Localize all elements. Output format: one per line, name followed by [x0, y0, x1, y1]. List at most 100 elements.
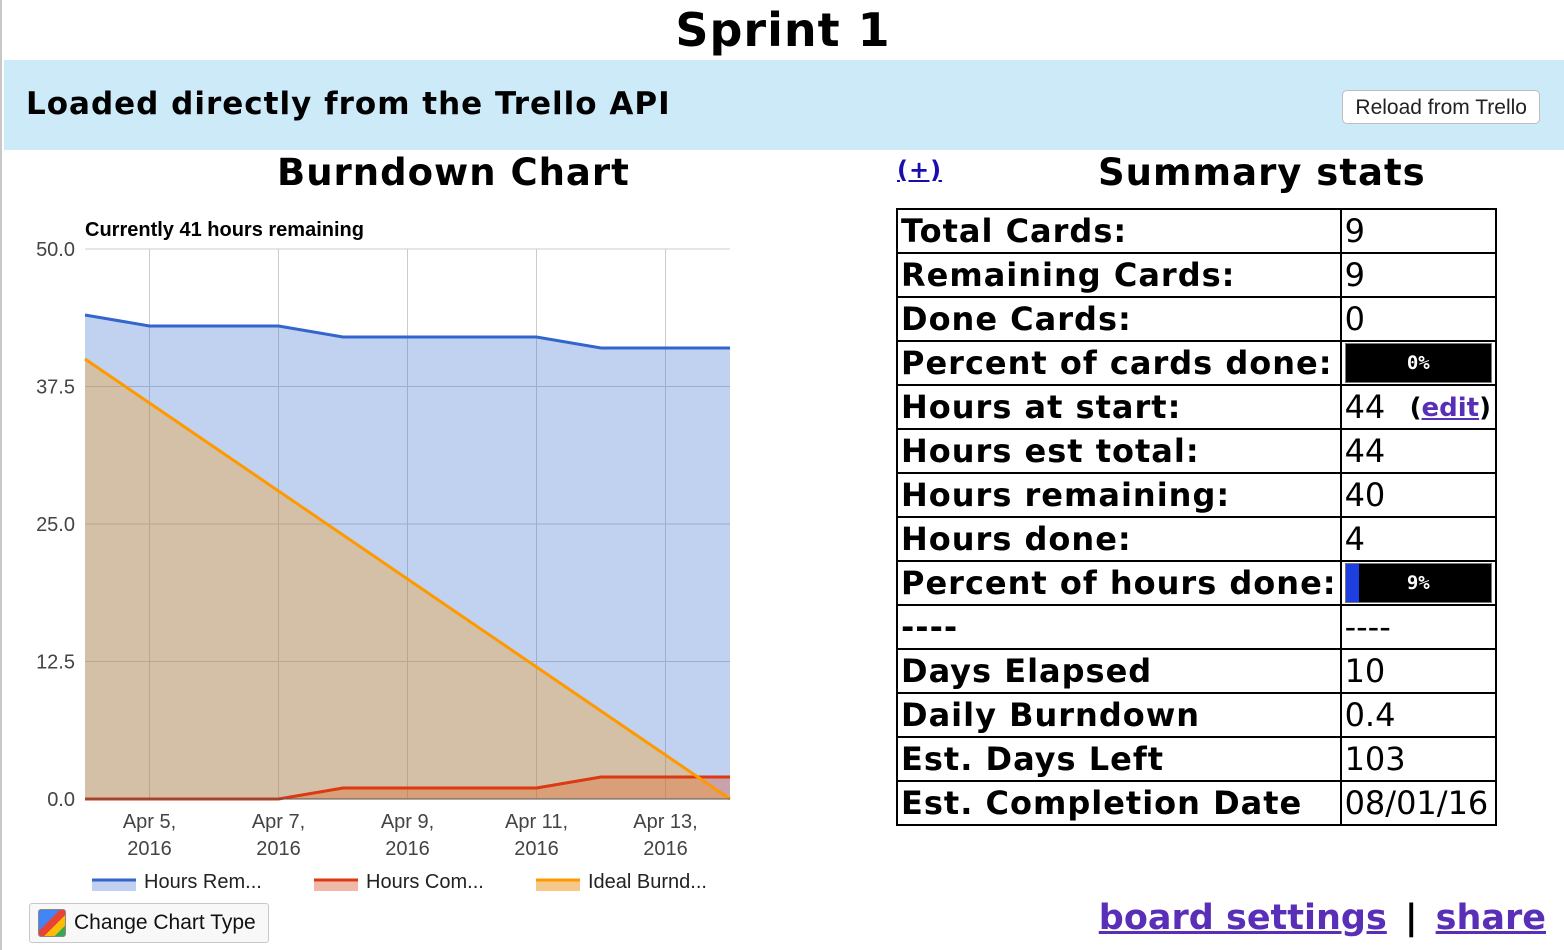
x-tick-label: 2016: [385, 838, 430, 860]
stats-value: 44: [1339, 428, 1498, 474]
link-separator: |: [1404, 898, 1418, 938]
stats-value-text: 40: [1344, 476, 1386, 514]
stats-label: Days Elapsed: [896, 648, 1342, 694]
x-tick-label: Apr 11,: [505, 811, 568, 833]
stats-value: ----: [1339, 604, 1498, 650]
chart-type-icon: [38, 909, 66, 937]
chart-section-title: Burndown Chart: [277, 151, 630, 194]
stats-section-title: Summary stats: [1098, 151, 1426, 194]
stats-value: 103: [1339, 736, 1498, 782]
stats-row: Total Cards: 9: [896, 208, 1498, 254]
stats-label: Hours est total:: [896, 428, 1342, 474]
stats-row: Daily Burndown 0.4: [896, 692, 1498, 738]
stats-label: Est. Days Left: [896, 736, 1342, 782]
stats-label: ----: [896, 604, 1342, 650]
legend-label: Hours Rem...: [144, 871, 262, 893]
stats-value: 0: [1339, 296, 1498, 342]
stats-label: Done Cards:: [896, 296, 1342, 342]
edit-hours-wrap: (edit): [1409, 393, 1491, 423]
stats-row: Hours at start: 44 (edit): [896, 384, 1498, 430]
stats-row: Hours done: 4: [896, 516, 1498, 562]
banner-text: Loaded directly from the Trello API: [26, 86, 671, 122]
stats-value: 4: [1339, 516, 1498, 562]
stats-value-text: 9: [1344, 212, 1365, 250]
stats-label: Hours done:: [896, 516, 1342, 562]
y-tick-label: 25.0: [36, 514, 75, 536]
stats-label: Percent of hours done:: [896, 560, 1342, 606]
stats-label: Remaining Cards:: [896, 252, 1342, 298]
stats-value-text: 4: [1344, 520, 1365, 558]
change-chart-type-label: Change Chart Type: [74, 911, 256, 934]
stats-label: Hours at start:: [896, 384, 1342, 430]
source-banner: Loaded directly from the Trello API Relo…: [4, 60, 1564, 150]
x-tick-label: 2016: [643, 838, 688, 860]
y-tick-label: 12.5: [36, 652, 75, 674]
stats-value: 9: [1339, 208, 1498, 254]
stats-row: Est. Completion Date 08/01/16: [896, 780, 1498, 826]
stats-row: Percent of cards done: 0%: [896, 340, 1498, 386]
series-line: [84, 357, 731, 801]
stats-value: 44 (edit): [1339, 384, 1498, 430]
series-line: [84, 313, 730, 350]
stats-row: Hours remaining: 40: [896, 472, 1498, 518]
stats-row: Days Elapsed 10: [896, 648, 1498, 694]
y-tick-label: 37.5: [36, 377, 75, 399]
progress-bar: 0%: [1344, 343, 1492, 383]
stats-row: ---- ----: [896, 604, 1498, 650]
legend-label: Hours Com...: [366, 871, 484, 893]
page-title: Sprint 1: [675, 3, 891, 57]
series-area: [85, 315, 730, 799]
legend-label: Ideal Burnd...: [588, 871, 707, 893]
stats-value-text: 0.4: [1344, 696, 1396, 734]
edit-hours-link[interactable]: edit: [1421, 393, 1480, 423]
stats-progress-cell: 9%: [1339, 560, 1498, 606]
stats-row: Est. Days Left 103: [896, 736, 1498, 782]
y-tick-label: 50.0: [36, 239, 75, 261]
x-tick-label: Apr 7,: [252, 811, 305, 833]
stats-value-text: 0: [1344, 300, 1365, 338]
stats-progress-cell: 0%: [1339, 340, 1498, 386]
board-settings-link[interactable]: board settings: [1098, 898, 1387, 938]
stats-label: Hours remaining:: [896, 472, 1342, 518]
stats-row: Hours est total: 44: [896, 428, 1498, 474]
stats-label: Daily Burndown: [896, 692, 1342, 738]
stats-value-text: 103: [1344, 740, 1406, 778]
x-tick-label: 2016: [514, 838, 559, 860]
x-tick-label: 2016: [256, 838, 301, 860]
summary-stats-table: Total Cards: 9 Remaining Cards: 9 Done Cards…: [896, 208, 1498, 826]
stats-value-text: 44: [1344, 432, 1386, 470]
stats-row: Percent of hours done: 9%: [896, 560, 1498, 606]
stats-value-text: 08/01/16: [1344, 784, 1489, 822]
chart-title: Currently 41 hours remaining: [85, 219, 364, 241]
stats-value: 9: [1339, 252, 1498, 298]
stats-value: 08/01/16: [1339, 780, 1498, 826]
stats-value-text: 9: [1344, 256, 1365, 294]
x-tick-label: Apr 5,: [123, 811, 176, 833]
footer-links: board settings | share: [1099, 893, 1546, 943]
stats-value: 40: [1339, 472, 1498, 518]
stats-row: Remaining Cards: 9: [896, 252, 1498, 298]
stats-label: Est. Completion Date: [896, 780, 1342, 826]
stats-value-text: ----: [1344, 608, 1391, 646]
legend-swatch: [92, 880, 136, 891]
reload-button[interactable]: Reload from Trello: [1342, 90, 1540, 124]
progress-bar-fill: [1345, 564, 1359, 602]
stats-value-text: 44: [1344, 388, 1386, 426]
progress-bar-text: 0%: [1406, 352, 1430, 374]
stats-value: 10: [1339, 648, 1498, 694]
legend-swatch: [314, 880, 358, 891]
progress-bar-text: 9%: [1406, 572, 1430, 594]
x-tick-label: Apr 9,: [381, 811, 434, 833]
stats-value-text: 10: [1344, 652, 1386, 690]
stats-label: Total Cards:: [896, 208, 1342, 254]
expand-stats-link[interactable]: (+): [897, 156, 943, 184]
legend-swatch: [536, 880, 580, 891]
x-tick-label: Apr 13,: [633, 811, 697, 833]
share-link[interactable]: share: [1435, 898, 1546, 938]
x-tick-label: 2016: [127, 838, 172, 860]
change-chart-type-button[interactable]: Change Chart Type: [29, 903, 269, 943]
progress-bar: 9%: [1344, 563, 1492, 603]
stats-row: Done Cards: 0: [896, 296, 1498, 342]
stats-label: Percent of cards done:: [896, 340, 1342, 386]
burndown-chart: Currently 41 hours remaining 0.0 12.5 25.0 3…: [36, 219, 731, 893]
